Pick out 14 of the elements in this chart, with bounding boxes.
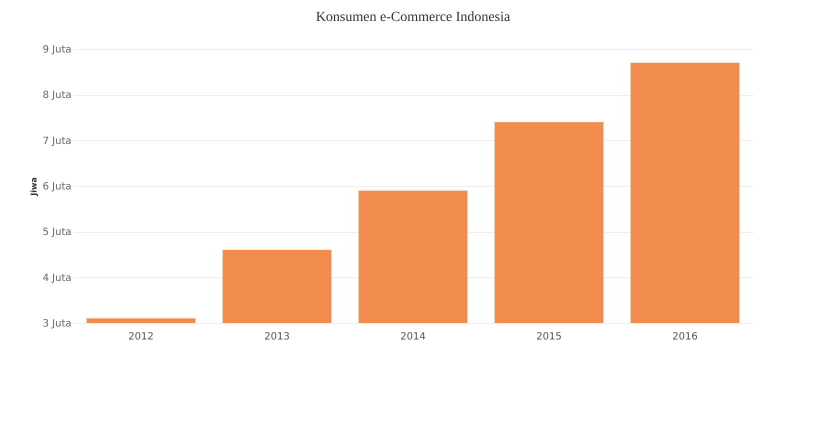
x-tick-label: 2015 <box>536 332 562 342</box>
y-tick-label: 6 Juta <box>42 182 72 192</box>
y-tick-label: 3 Juta <box>42 318 72 330</box>
x-tick-label: 2014 <box>400 332 426 342</box>
y-tick-label: 9 Juta <box>42 44 72 56</box>
chart-title: Konsumen e-Commerce Indonesia <box>316 10 511 25</box>
y-tick-label: 7 Juta <box>42 136 72 147</box>
y-tick-label: 4 Juta <box>42 272 72 284</box>
y-axis-title: Jiwa <box>30 177 39 197</box>
x-tick-label: 2013 <box>264 332 290 342</box>
y-tick-label: 8 Juta <box>42 90 72 102</box>
y-tick-label: 5 Juta <box>42 227 72 238</box>
x-tick-label: 2012 <box>128 332 154 342</box>
x-tick-label: 2016 <box>672 332 698 342</box>
